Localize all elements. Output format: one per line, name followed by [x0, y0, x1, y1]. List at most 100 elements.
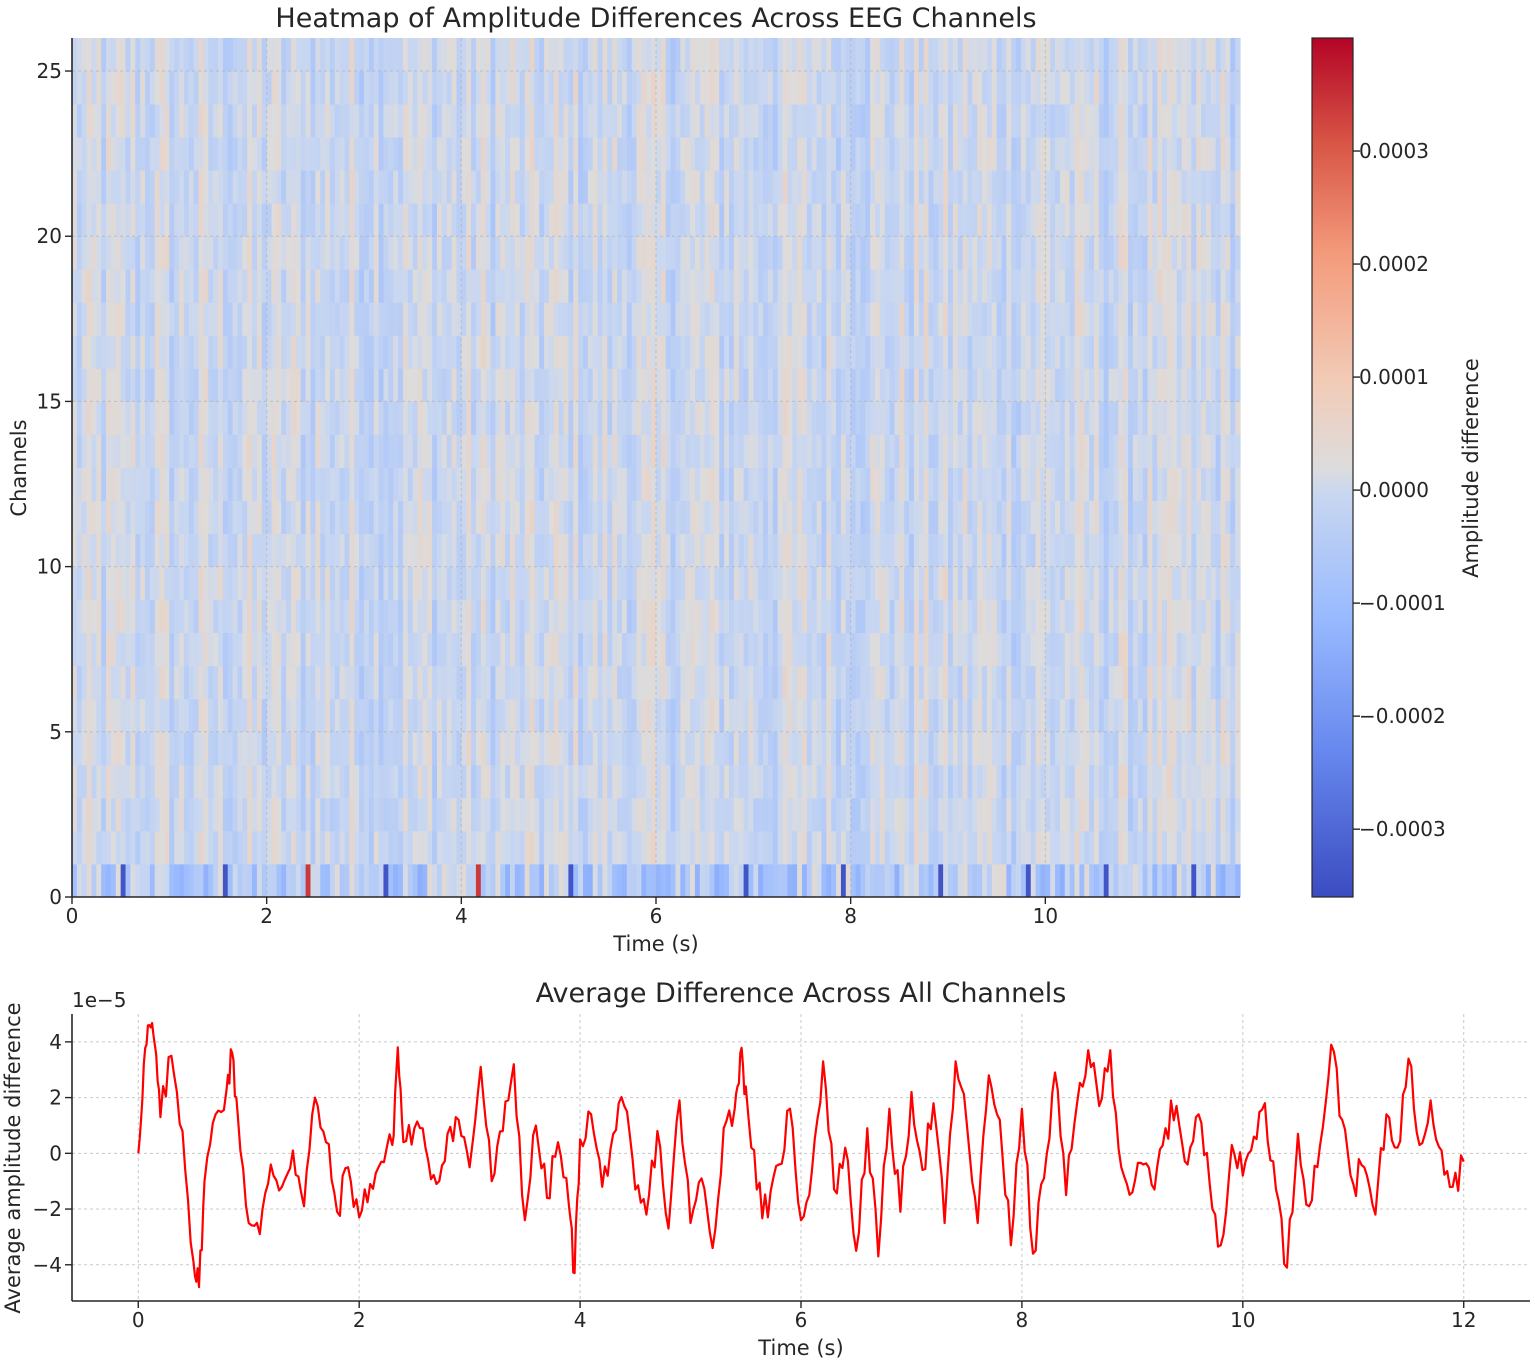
- heatmap-cell: [1128, 797, 1134, 832]
- heatmap-cell: [368, 632, 375, 667]
- heatmap-cell: [174, 500, 180, 534]
- heatmap-cell: [690, 368, 696, 402]
- heatmap-cell: [1030, 335, 1037, 369]
- heatmap-cell: [539, 401, 545, 435]
- heatmap-cell: [378, 434, 385, 468]
- heatmap-cell: [831, 269, 837, 303]
- heatmap-cell: [899, 302, 905, 336]
- heatmap-cell: [797, 368, 803, 402]
- heatmap-cell: [904, 401, 910, 435]
- heatmap-cell: [213, 269, 219, 303]
- heatmap-cell: [972, 335, 978, 369]
- heatmap-cell: [1215, 467, 1222, 501]
- heatmap-cell: [1152, 368, 1158, 402]
- heatmap-cell: [232, 401, 239, 435]
- heatmap-cell: [237, 830, 243, 865]
- heatmap-cell: [553, 731, 560, 766]
- heatmap-cell: [977, 566, 983, 601]
- heatmap-cell: [860, 830, 866, 865]
- heatmap-cell: [651, 335, 657, 369]
- heatmap-cell: [130, 731, 136, 766]
- heatmap-cell: [860, 566, 866, 601]
- heatmap-cell: [626, 203, 633, 237]
- heatmap-cell: [1167, 599, 1173, 634]
- heatmap-cell: [597, 698, 604, 733]
- heatmap-cell: [855, 401, 861, 435]
- heatmap-cell: [417, 368, 423, 402]
- heatmap-cell: [193, 698, 200, 733]
- heatmap-cell: [948, 566, 954, 601]
- heatmap-cell: [1176, 467, 1183, 501]
- heatmap-cell: [1040, 698, 1046, 733]
- heatmap-cell: [261, 302, 268, 336]
- heatmap-cell: [154, 665, 161, 700]
- heatmap-cell: [1006, 698, 1012, 733]
- heatmap-cell: [782, 368, 788, 402]
- heatmap-cell: [1103, 698, 1110, 733]
- heatmap-cell: [364, 698, 370, 733]
- heatmap-cell: [368, 599, 375, 634]
- heatmap-cell: [943, 467, 949, 501]
- heatmap-cell: [247, 500, 253, 534]
- heatmap-cell: [967, 533, 973, 568]
- heatmap-cell: [339, 533, 346, 568]
- heatmap-cell: [1205, 764, 1212, 799]
- heatmap-cell: [986, 731, 993, 766]
- heatmap-cell: [295, 236, 302, 270]
- heatmap-cell: [641, 731, 647, 766]
- heatmap-cell: [1103, 830, 1110, 865]
- heatmap-cell: [203, 335, 209, 369]
- heatmap-cell: [1094, 302, 1100, 336]
- heatmap-cell: [266, 434, 273, 468]
- heatmap-cell: [174, 830, 180, 865]
- heatmap-cell: [276, 830, 282, 865]
- heatmap-cell: [1225, 863, 1231, 898]
- heatmap-cell: [1001, 368, 1007, 402]
- heatmap-cell: [889, 500, 896, 534]
- heatmap-cell: [203, 533, 209, 568]
- heatmap-cell: [1103, 731, 1110, 766]
- heatmap-cell: [996, 269, 1003, 303]
- heatmap-cell: [690, 500, 696, 534]
- heatmap-cell: [782, 401, 788, 435]
- heatmap-cell: [271, 434, 277, 468]
- heatmap-cell: [222, 368, 229, 402]
- heatmap-cell: [743, 335, 750, 369]
- heatmap-cell: [1011, 203, 1017, 237]
- heatmap-cell: [1094, 698, 1100, 733]
- heatmap-cell: [607, 335, 613, 369]
- heatmap-cell: [675, 500, 681, 534]
- heatmap-cell: [208, 500, 214, 534]
- heatmap-cell: [208, 401, 214, 435]
- heatmap-cell: [432, 863, 438, 898]
- heatmap-cell: [539, 302, 545, 336]
- heatmap-cell: [782, 566, 788, 601]
- heatmap-cell: [977, 434, 983, 468]
- heatmap-cell: [855, 698, 861, 733]
- heatmap-cell: [359, 236, 365, 270]
- heatmap-cell: [772, 467, 779, 501]
- heatmap-cell: [918, 335, 925, 369]
- heatmap-cell: [1094, 731, 1100, 766]
- heatmap-cell: [1094, 863, 1100, 898]
- heatmap-cell: [1030, 830, 1037, 865]
- heatmap-cell: [256, 533, 263, 568]
- heatmap-cell: [500, 302, 506, 336]
- heatmap-cell: [826, 533, 832, 568]
- heatmap-cell: [714, 401, 720, 435]
- heatmap-cell: [203, 797, 209, 832]
- heatmap-cell: [733, 830, 740, 865]
- heatmap-cell: [904, 467, 910, 501]
- heatmap-cell: [729, 203, 735, 237]
- heatmap-cell: [305, 302, 312, 336]
- heatmap-cell: [500, 665, 506, 700]
- heatmap-cell: [286, 203, 292, 237]
- heatmap-cell: [626, 764, 633, 799]
- heatmap-cell: [495, 434, 501, 468]
- heatmap-cell: [875, 269, 881, 303]
- heatmap-cell: [422, 467, 428, 501]
- heatmap-cell: [183, 830, 190, 865]
- heatmap-cell: [1021, 401, 1027, 435]
- heatmap-cell: [665, 797, 672, 832]
- heatmap-cell: [729, 566, 735, 601]
